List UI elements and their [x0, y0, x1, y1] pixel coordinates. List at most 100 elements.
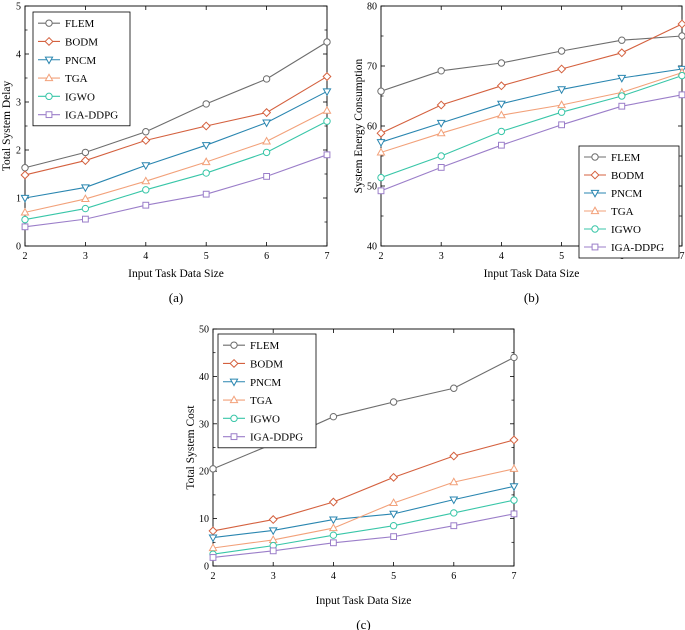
- data-point: [209, 465, 217, 473]
- data-point: [80, 194, 90, 203]
- data-point: [323, 38, 331, 46]
- x-tick-label: 3: [271, 571, 276, 582]
- data-point: [322, 105, 332, 114]
- series-igwo: [21, 117, 331, 224]
- data-point: [557, 64, 567, 74]
- y-axis-label: System Energy Consumption: [353, 58, 365, 193]
- legend-label: FLEM: [250, 340, 280, 352]
- x-tick-label: 3: [83, 251, 88, 262]
- x-tick-label: 2: [379, 251, 384, 262]
- data-point: [268, 515, 278, 525]
- series-bodm: [208, 435, 519, 536]
- series-line: [212, 439, 515, 532]
- data-point: [617, 74, 627, 83]
- x-tick-label: 4: [499, 251, 504, 262]
- data-point: [262, 75, 271, 83]
- legend-box: [32, 11, 131, 127]
- data-point: [377, 187, 385, 195]
- data-point: [449, 477, 459, 486]
- data-point: [80, 184, 90, 193]
- data-point: [678, 91, 685, 99]
- data-point: [510, 353, 518, 362]
- y-tick-label: 60: [367, 122, 377, 133]
- data-point: [202, 100, 210, 108]
- data-point: [377, 87, 385, 95]
- data-point: [269, 547, 277, 555]
- series-line: [212, 468, 515, 549]
- data-point: [322, 72, 332, 82]
- x-tick-label: 3: [439, 251, 444, 262]
- data-point: [436, 119, 446, 128]
- series-line: [24, 41, 328, 169]
- y-tick-label: 70: [367, 62, 377, 73]
- series-line: [24, 154, 328, 228]
- legend-label: IGA-DDPG: [250, 432, 303, 444]
- data-point: [20, 194, 30, 203]
- data-point: [557, 47, 566, 55]
- series-line: [212, 485, 515, 539]
- data-point: [618, 36, 626, 44]
- data-point: [80, 156, 90, 166]
- legend-label: TGA: [611, 206, 634, 218]
- data-point: [201, 157, 211, 166]
- legend-label: FLEM: [611, 152, 641, 164]
- data-point: [496, 110, 506, 119]
- series-line: [380, 94, 683, 192]
- data-point: [376, 128, 386, 138]
- x-tick-label: 6: [451, 571, 456, 582]
- data-point: [510, 496, 518, 504]
- series-tga: [208, 464, 519, 552]
- y-tick-label: 30: [199, 419, 209, 430]
- y-tick-label: 80: [367, 2, 377, 13]
- series-igwo: [377, 71, 685, 182]
- legend-label: IGA-DDPG: [65, 110, 118, 122]
- data-point: [376, 147, 386, 156]
- data-point: [262, 108, 272, 118]
- series-tga: [20, 105, 332, 216]
- x-axis-label: Input Task Data Size: [316, 595, 412, 607]
- data-point: [21, 164, 29, 172]
- y-tick-label: 50: [367, 182, 377, 193]
- chart-panel-3: 2 3 4 5 6 7 0 10 20 30 40 50 FLEM BODM PNCM TGA IGWO IGA-…: [185, 325, 519, 630]
- data-point: [677, 19, 685, 29]
- legend-swatch-marker: [230, 414, 238, 423]
- data-point: [81, 148, 90, 157]
- series-line: [380, 35, 683, 92]
- data-point: [496, 81, 506, 91]
- data-point: [21, 215, 29, 224]
- data-point: [202, 169, 210, 177]
- series-line: [380, 75, 683, 179]
- legend-swatch-marker: [590, 170, 600, 180]
- data-point: [498, 141, 505, 149]
- data-point: [262, 136, 272, 145]
- y-tick-label: 50: [199, 325, 209, 336]
- legend-label: IGWO: [250, 413, 280, 425]
- data-point: [436, 128, 446, 137]
- series-pncm: [20, 88, 332, 203]
- y-axis-label: Total System Delay: [1, 80, 13, 171]
- series-pncm: [208, 483, 519, 543]
- data-point: [557, 100, 567, 109]
- data-point: [263, 173, 271, 180]
- legend-swatch-marker: [45, 111, 53, 119]
- series-iga-ddpg: [377, 91, 685, 195]
- y-tick-label: 0: [16, 242, 21, 253]
- legend-swatch-marker: [229, 378, 239, 387]
- data-point: [328, 523, 338, 532]
- series-line: [24, 120, 328, 221]
- x-tick-label: 4: [331, 571, 336, 582]
- legend-swatch-marker: [229, 395, 239, 404]
- legend-label: FLEM: [65, 18, 95, 30]
- series-flem: [21, 38, 331, 172]
- series-bodm: [20, 72, 332, 180]
- data-point: [262, 119, 272, 128]
- panel-label: (c): [356, 617, 370, 630]
- panel-label: (b): [524, 290, 539, 305]
- data-point: [389, 522, 398, 530]
- data-point: [141, 176, 151, 185]
- data-point: [142, 201, 150, 209]
- data-point: [449, 451, 459, 461]
- data-point: [497, 59, 506, 67]
- data-point: [377, 173, 385, 182]
